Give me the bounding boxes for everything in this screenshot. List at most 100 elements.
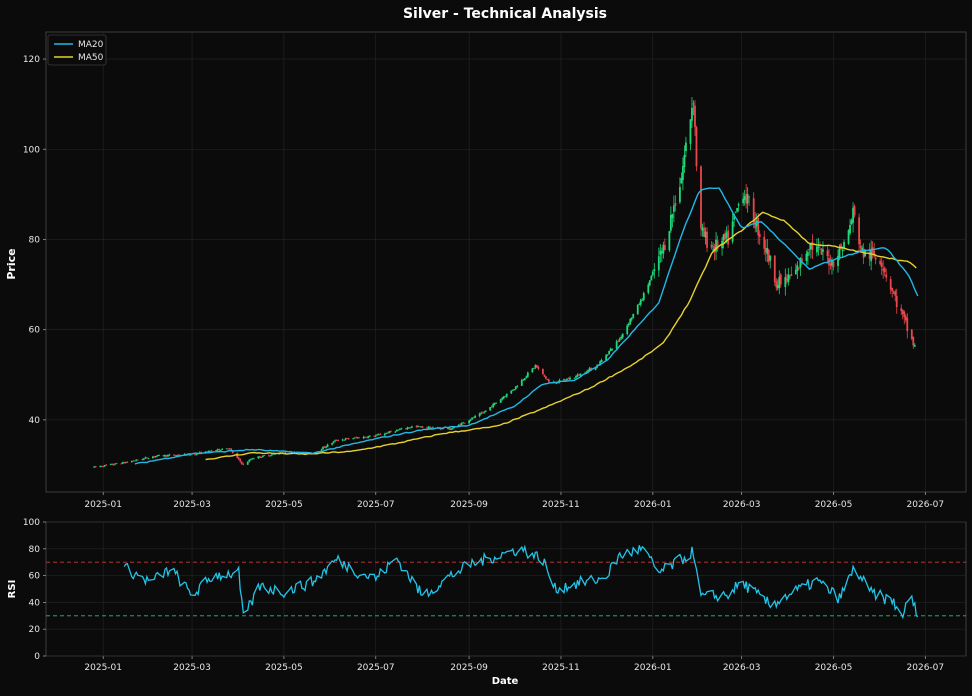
price-candle-body bbox=[283, 452, 285, 454]
price-candle-body bbox=[615, 341, 618, 349]
rsi-y-tick-label: 0 bbox=[34, 652, 40, 662]
legend-label-ma20: MA20 bbox=[78, 40, 104, 50]
price-candle-body bbox=[260, 457, 263, 458]
price-candle-body bbox=[627, 323, 630, 326]
price-candle-body bbox=[700, 166, 702, 229]
price-candle-body bbox=[811, 241, 814, 250]
price-candle-body bbox=[207, 450, 210, 453]
price-candle-body bbox=[480, 412, 483, 414]
price-candle-body bbox=[278, 453, 281, 455]
price-candle-body bbox=[263, 455, 266, 456]
price-candle-body bbox=[552, 381, 555, 383]
price-candle-body bbox=[120, 463, 123, 465]
price-candle-body bbox=[389, 431, 392, 432]
price-candle-body bbox=[800, 258, 803, 263]
price-candle-body bbox=[892, 292, 895, 294]
price-candle-body bbox=[870, 249, 873, 262]
price-candle-body bbox=[531, 368, 534, 373]
price-candle-body bbox=[478, 413, 481, 417]
price-candle-body bbox=[483, 412, 486, 413]
price-candle-body bbox=[158, 454, 160, 456]
price-candle-body bbox=[407, 427, 410, 429]
price-candle-body bbox=[460, 423, 463, 426]
price-candle-body bbox=[563, 379, 565, 381]
price-candle-body bbox=[663, 244, 666, 250]
price-candle-body bbox=[362, 436, 365, 439]
price-candle-body bbox=[386, 432, 389, 434]
price-candle-body bbox=[779, 274, 782, 285]
price-candle-body bbox=[579, 373, 582, 376]
price-y-tick-label: 100 bbox=[23, 145, 40, 155]
price-candle-body bbox=[459, 424, 461, 426]
price-candle-body bbox=[335, 440, 338, 442]
price-candle-body bbox=[788, 276, 791, 278]
price-candle-body bbox=[388, 431, 391, 434]
rsi-x-tick-label: 2025-05 bbox=[265, 663, 303, 673]
price-candle-body bbox=[653, 269, 656, 272]
price-candle-body bbox=[504, 396, 507, 398]
price-candle-body bbox=[242, 463, 245, 465]
price-candle-body bbox=[346, 438, 349, 440]
price-candle-body bbox=[269, 455, 272, 457]
price-candle-body bbox=[662, 244, 665, 254]
price-candle-body bbox=[341, 439, 344, 441]
rsi-y-tick-label: 100 bbox=[23, 518, 40, 528]
price-candle-body bbox=[609, 348, 612, 352]
price-candle-body bbox=[377, 434, 380, 436]
price-candle-body bbox=[252, 458, 255, 460]
price-candle-body bbox=[195, 453, 198, 456]
price-candle-body bbox=[325, 446, 327, 448]
price-candle-body bbox=[505, 393, 508, 397]
price-candle-body bbox=[510, 390, 513, 394]
rsi-x-tick-label: 2026-01 bbox=[634, 663, 672, 673]
price-candle-body bbox=[194, 454, 196, 456]
price-candle-body bbox=[109, 463, 112, 465]
rsi-line bbox=[123, 544, 919, 620]
price-candle-body bbox=[409, 427, 412, 429]
price-candle-body bbox=[695, 127, 698, 167]
price-candle-body bbox=[752, 198, 755, 223]
rsi-panel: 2025-01 2025-03 2025-05 2025-07 2025-09 2025-… bbox=[23, 518, 967, 673]
price-candle-body bbox=[831, 259, 833, 266]
price-candle-body bbox=[590, 367, 592, 370]
price-panel: 2025-01 2025-03 2025-05 2025-07 2025-09 2025-… bbox=[23, 31, 967, 510]
price-candle-body bbox=[155, 455, 157, 457]
price-candle-body bbox=[152, 456, 154, 459]
price-candle-body bbox=[418, 426, 421, 428]
price-candle-body bbox=[630, 317, 633, 320]
price-candle-body bbox=[513, 389, 516, 391]
price-candle-body bbox=[400, 428, 403, 430]
price-candle-body bbox=[843, 241, 845, 249]
price-candle-body bbox=[748, 196, 751, 198]
price-candle-body bbox=[797, 267, 800, 269]
price-candle-body bbox=[142, 458, 145, 460]
price-candle-body bbox=[555, 383, 558, 384]
price-candle-body bbox=[130, 461, 133, 463]
price-candle-body bbox=[564, 379, 567, 381]
price-candle-body bbox=[165, 455, 168, 457]
price-candle-body bbox=[682, 166, 684, 181]
price-candle-body bbox=[543, 374, 546, 377]
price-candle-body bbox=[102, 466, 105, 468]
price-candle-body bbox=[355, 437, 358, 439]
ma50-line bbox=[205, 211, 917, 461]
price-candle-body bbox=[451, 428, 454, 430]
price-candle-body bbox=[237, 457, 240, 460]
price-candle-body bbox=[703, 227, 705, 238]
price-candle-body bbox=[472, 417, 475, 419]
price-candle-body bbox=[669, 214, 672, 231]
price-candle-body bbox=[209, 450, 212, 452]
price-candle-body bbox=[679, 187, 681, 203]
price-candle-body bbox=[525, 376, 528, 378]
price-candle-body bbox=[575, 375, 577, 378]
price-candle-body bbox=[379, 434, 382, 435]
price-candle-body bbox=[642, 293, 645, 300]
price-candle-body bbox=[767, 249, 770, 262]
price-candle-body bbox=[734, 211, 737, 213]
price-candle-body bbox=[829, 263, 832, 266]
price-candle-body bbox=[817, 246, 820, 248]
price-candle-body bbox=[900, 308, 903, 311]
price-x-tick-label: 2025-03 bbox=[173, 500, 211, 510]
price-candle-body bbox=[374, 435, 377, 437]
